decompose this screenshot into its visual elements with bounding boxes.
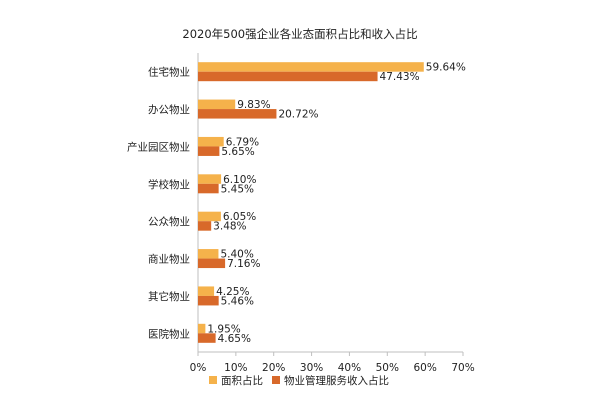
data-label: 6.79% [226, 136, 259, 148]
bar-revenue-share [198, 295, 219, 306]
category-label: 其它物业 [148, 290, 190, 303]
x-tick-label: 60% [413, 362, 436, 374]
bar-revenue-share [198, 258, 226, 269]
data-label: 4.65% [218, 333, 251, 345]
data-label: 5.40% [220, 249, 253, 261]
bar-revenue-share [198, 146, 220, 156]
data-label: 47.43% [380, 71, 420, 83]
category-label: 医院物业 [148, 327, 190, 340]
bar-area-share [198, 249, 219, 259]
x-tick-label: 50% [376, 362, 399, 374]
data-label: 20.72% [278, 109, 318, 121]
legend: 面积占比 物业管理服务收入占比 [209, 374, 389, 387]
legend-swatch [209, 376, 217, 384]
data-label: 3.48% [213, 221, 246, 233]
x-tick-label: 10% [224, 362, 247, 374]
bar-area-share [198, 286, 215, 296]
x-tick-label: 30% [300, 362, 323, 374]
bar-area-share [198, 136, 224, 147]
legend-label: 面积占比 [221, 374, 263, 387]
bar-area-share [198, 62, 424, 72]
bar-revenue-share [198, 71, 378, 82]
data-label: 9.83% [237, 99, 270, 111]
category-label: 产业园区物业 [127, 140, 190, 153]
data-label: 4.25% [216, 286, 249, 298]
category-label: 办公物业 [148, 103, 190, 116]
bar-area-share [198, 174, 222, 184]
x-tick-label: 20% [262, 362, 285, 374]
data-label: 5.45% [221, 183, 254, 195]
plot-area: 0% 10% 20% 30% 40% 50% 60% 70% 住宅物业 59.64% 47.43% 办… [127, 53, 475, 374]
category-label: 商业物业 [148, 253, 190, 266]
x-tick-label: 40% [338, 362, 361, 374]
legend-label: 物业管理服务收入占比 [284, 374, 389, 387]
chart-title: 2020年500强企业各业态面积占比和收入占比 [182, 27, 417, 41]
x-tick-label: 70% [451, 362, 474, 374]
data-label: 59.64% [426, 62, 466, 74]
x-tick-label: 0% [190, 362, 207, 374]
bar-area-share [198, 323, 206, 334]
category-label: 公众物业 [148, 215, 190, 228]
bar-area-share [198, 99, 236, 110]
bar-revenue-share [198, 221, 212, 231]
bar-revenue-share [198, 109, 277, 119]
bar-revenue-share [198, 183, 219, 194]
bar-revenue-share [198, 333, 216, 343]
data-label: 6.10% [223, 174, 256, 186]
data-label: 5.46% [221, 295, 254, 307]
bar-area-share [198, 211, 221, 222]
category-label: 住宅物业 [148, 66, 190, 79]
legend-swatch [272, 376, 280, 384]
data-label: 5.65% [221, 146, 254, 158]
data-label: 1.95% [207, 323, 240, 335]
category-label: 学校物业 [148, 178, 190, 191]
data-label: 7.16% [227, 258, 260, 270]
data-label: 6.05% [223, 211, 256, 223]
